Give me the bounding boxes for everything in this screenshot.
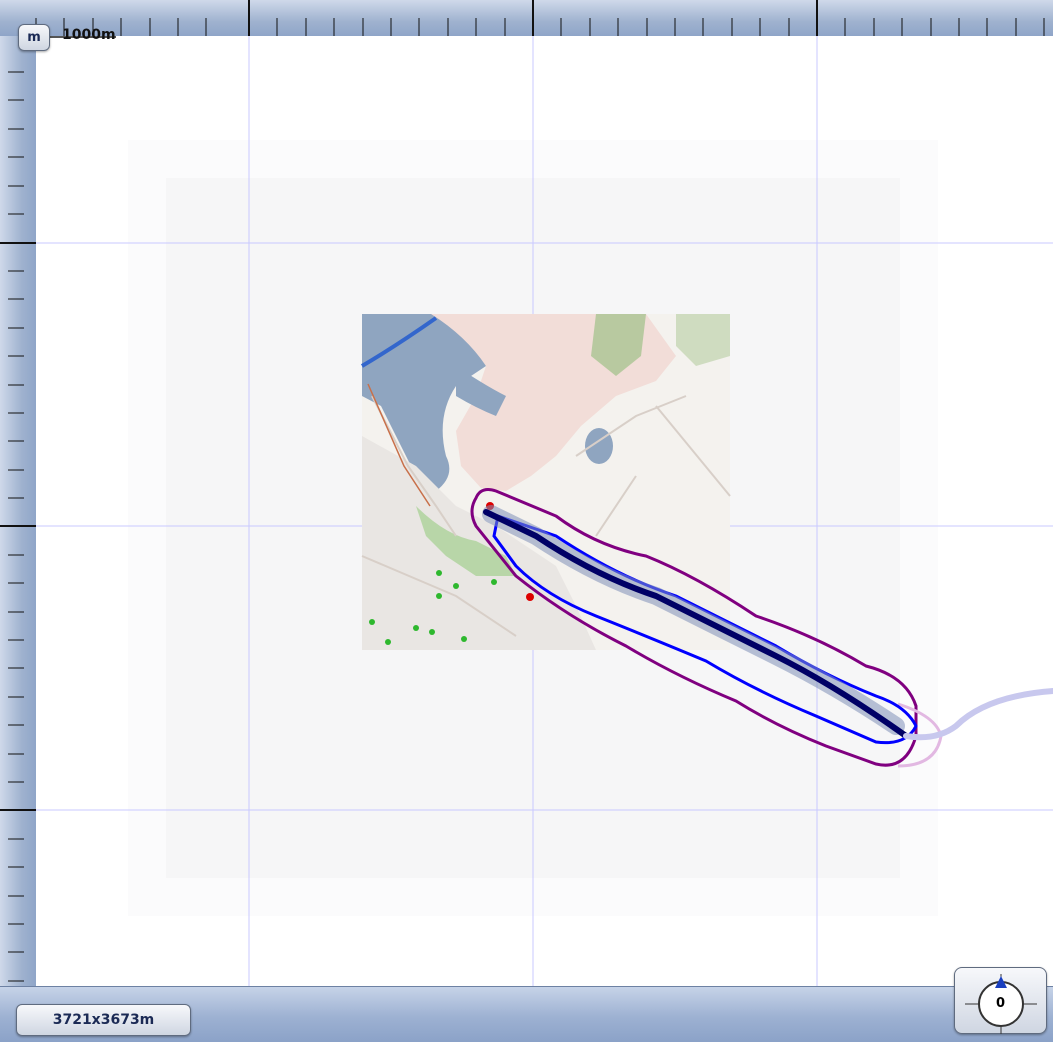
left-ruler-ticks xyxy=(0,71,36,982)
extent-button[interactable]: 3721x3673m xyxy=(16,1004,191,1036)
compass-button[interactable]: 0 xyxy=(954,967,1047,1034)
top-ruler-ticks xyxy=(35,0,1045,36)
compass-heading: 0 xyxy=(995,996,1006,1011)
left-ruler xyxy=(0,36,37,986)
north-arrow-icon xyxy=(995,976,1007,988)
top-ruler xyxy=(0,0,1053,37)
unit-button[interactable]: m xyxy=(18,24,50,51)
compass-icon xyxy=(965,974,1037,1034)
scale-bar xyxy=(36,36,116,38)
scale-label: 1000m xyxy=(62,27,116,43)
map-layer xyxy=(36,36,1053,986)
map-canvas[interactable] xyxy=(36,36,1053,986)
